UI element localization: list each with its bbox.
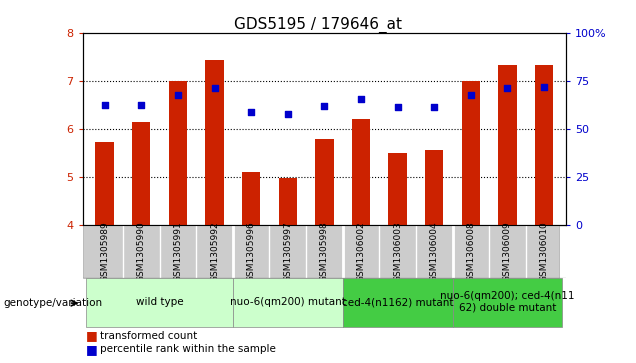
- Text: nuo-6(qm200) mutant: nuo-6(qm200) mutant: [230, 297, 346, 307]
- Bar: [86, 278, 233, 327]
- Point: [136, 102, 146, 108]
- Text: GDS5195 / 179646_at: GDS5195 / 179646_at: [234, 16, 402, 33]
- Text: ■: ■: [86, 329, 97, 342]
- Bar: [453, 278, 562, 327]
- Text: GSM1305997: GSM1305997: [283, 221, 292, 282]
- Text: ced-4(n1162) mutant: ced-4(n1162) mutant: [342, 297, 453, 307]
- Bar: [242, 172, 260, 225]
- Bar: [389, 153, 407, 225]
- Text: percentile rank within the sample: percentile rank within the sample: [100, 344, 277, 354]
- Text: GSM1305990: GSM1305990: [137, 221, 146, 282]
- Text: wild type: wild type: [135, 297, 183, 307]
- Text: GSM1306009: GSM1306009: [503, 221, 512, 282]
- Bar: [205, 60, 224, 225]
- Bar: [169, 81, 187, 225]
- Bar: [462, 81, 480, 225]
- Text: GSM1305998: GSM1305998: [320, 221, 329, 282]
- Text: GSM1305996: GSM1305996: [247, 221, 256, 282]
- Text: GSM1306008: GSM1306008: [466, 221, 475, 282]
- Point: [246, 109, 256, 115]
- Point: [429, 104, 439, 110]
- Bar: [425, 150, 443, 225]
- Bar: [343, 278, 453, 327]
- Point: [209, 85, 219, 91]
- Point: [356, 96, 366, 102]
- Text: GSM1306010: GSM1306010: [539, 221, 549, 282]
- Text: GSM1305991: GSM1305991: [174, 221, 183, 282]
- Bar: [315, 139, 333, 225]
- Bar: [535, 65, 553, 225]
- Point: [100, 102, 110, 108]
- Point: [392, 104, 403, 110]
- Bar: [132, 122, 151, 225]
- Bar: [279, 178, 297, 225]
- Text: genotype/variation: genotype/variation: [3, 298, 102, 308]
- Bar: [95, 142, 114, 225]
- Text: GSM1306004: GSM1306004: [430, 221, 439, 282]
- Text: GSM1306003: GSM1306003: [393, 221, 402, 282]
- Point: [466, 92, 476, 98]
- Bar: [233, 278, 343, 327]
- Text: transformed count: transformed count: [100, 331, 198, 341]
- Bar: [498, 65, 516, 225]
- Point: [502, 85, 513, 91]
- Point: [282, 111, 293, 117]
- Text: GSM1305989: GSM1305989: [100, 221, 109, 282]
- Point: [539, 83, 549, 89]
- Text: GSM1305992: GSM1305992: [210, 221, 219, 282]
- Text: GSM1306002: GSM1306002: [357, 221, 366, 282]
- Point: [173, 92, 183, 98]
- Text: ■: ■: [86, 343, 97, 356]
- Point: [319, 103, 329, 109]
- Bar: [352, 119, 370, 225]
- Text: nuo-6(qm200); ced-4(n11
62) double mutant: nuo-6(qm200); ced-4(n11 62) double mutan…: [440, 291, 575, 313]
